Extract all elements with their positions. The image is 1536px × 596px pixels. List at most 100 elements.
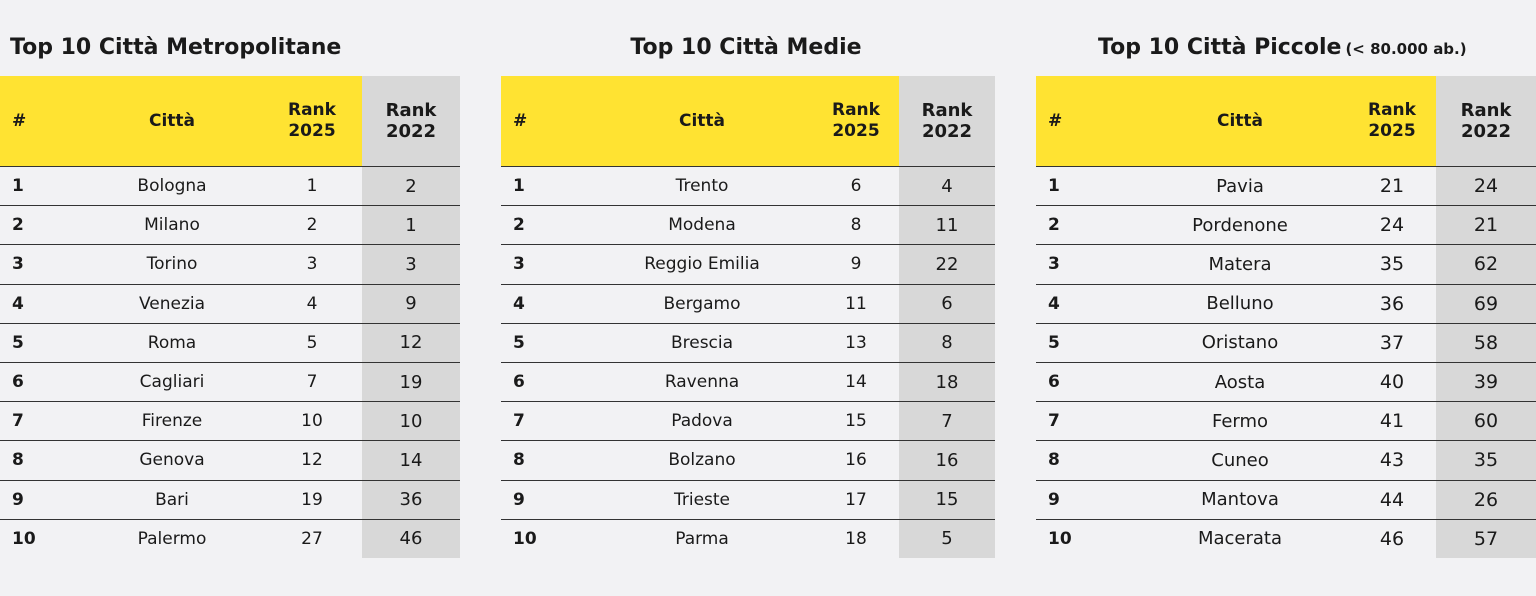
row-rank-2022: 21: [1436, 205, 1536, 246]
table-row: 2 Modena 8 11: [501, 205, 995, 246]
row-position: 6: [1036, 362, 1132, 403]
row-rank-2022: 14: [362, 440, 460, 481]
header-hash: #: [0, 76, 82, 167]
row-city: Modena: [591, 205, 813, 246]
row-rank-2022: 26: [1436, 480, 1536, 520]
row-position: 4: [0, 284, 82, 324]
row-rank-2022: 5: [899, 519, 995, 558]
header-hash: #: [1036, 76, 1132, 167]
table-title-text: Top 10 Città Metropolitane: [10, 35, 342, 60]
row-rank-2022: 19: [362, 362, 460, 403]
row-rank-2022: 62: [1436, 244, 1536, 285]
header-rank-2022-text: 2022: [1460, 121, 1512, 142]
header-rank-2022: Rank 2022: [362, 76, 460, 167]
table-row: 2 Milano 2 1: [0, 205, 460, 246]
row-rank-2022: 3: [362, 244, 460, 285]
table-title-text: Top 10 Città Piccole: [1098, 35, 1342, 60]
row-rank-2025: 3: [262, 244, 362, 285]
table-row: 1 Pavia 21 24: [1036, 166, 1536, 207]
row-city: Mantova: [1132, 480, 1348, 520]
row-city: Roma: [82, 323, 262, 363]
ranking-table: # Città Rank 2025 Rank 2022 1 Bologna 1 2 2 Milano…: [0, 76, 460, 558]
row-city: Reggio Emilia: [591, 244, 813, 285]
row-rank-2025: 9: [813, 244, 899, 285]
table-row: 7 Padova 15 7: [501, 401, 995, 442]
table-row: 3 Matera 35 62: [1036, 244, 1536, 285]
row-rank-2025: 6: [813, 166, 899, 207]
table-title: Top 10 Città Medie: [501, 34, 995, 63]
row-rank-2025: 8: [813, 205, 899, 246]
ranking-table: # Città Rank 2025 Rank 2022 1 Pavia 21 24 2 Porden…: [1036, 76, 1536, 558]
row-rank-2022: 10: [362, 401, 460, 442]
row-position: 2: [1036, 205, 1132, 246]
row-rank-2025: 41: [1348, 401, 1436, 442]
header-row: # Città Rank 2025 Rank 2022: [1036, 76, 1536, 167]
row-position: 6: [0, 362, 82, 403]
header-row: # Città Rank 2025 Rank 2022: [0, 76, 460, 167]
row-rank-2022: 6: [899, 284, 995, 324]
row-city: Bolzano: [591, 440, 813, 481]
row-rank-2022: 58: [1436, 323, 1536, 363]
header-rank-2025-text: 2025: [1368, 121, 1416, 141]
table-row: 5 Roma 5 12: [0, 323, 460, 363]
row-city: Genova: [82, 440, 262, 481]
row-city: Aosta: [1132, 362, 1348, 403]
row-position: 1: [1036, 166, 1132, 207]
row-position: 9: [0, 480, 82, 520]
row-position: 9: [501, 480, 591, 520]
header-rank-2025: Rank 2025: [813, 76, 899, 167]
table-row: 1 Bologna 1 2: [0, 166, 460, 207]
row-rank-2022: 36: [362, 480, 460, 520]
header-rank-2022: Rank 2022: [899, 76, 995, 167]
header-rank-2025-text: 2025: [288, 121, 336, 141]
row-city: Trento: [591, 166, 813, 207]
header-city: Città: [82, 76, 262, 167]
table-row: 8 Bolzano 16 16: [501, 440, 995, 481]
row-rank-2025: 7: [262, 362, 362, 403]
header-row: # Città Rank 2025 Rank 2022: [501, 76, 995, 167]
header-hash-text: #: [1048, 110, 1063, 131]
row-city: Bari: [82, 480, 262, 520]
row-rank-2022: 1: [362, 205, 460, 246]
row-position: 2: [501, 205, 591, 246]
table-row: 3 Reggio Emilia 9 22: [501, 244, 995, 285]
row-position: 4: [1036, 284, 1132, 324]
header-hash-text: #: [513, 110, 528, 131]
row-city: Fermo: [1132, 401, 1348, 442]
row-rank-2025: 2: [262, 205, 362, 246]
row-rank-2025: 36: [1348, 284, 1436, 324]
row-rank-2025: 35: [1348, 244, 1436, 285]
header-rank-2022: Rank 2022: [1436, 76, 1536, 167]
table-row: 4 Belluno 36 69: [1036, 284, 1536, 324]
table-row: 3 Torino 3 3: [0, 244, 460, 285]
row-rank-2022: 60: [1436, 401, 1536, 442]
row-rank-2022: 12: [362, 323, 460, 363]
header-rank-2025: Rank 2025: [262, 76, 362, 167]
table-subtitle: (< 80.000 ab.): [1345, 40, 1467, 58]
table-title: Top 10 Città Metropolitane: [0, 34, 460, 63]
row-city: Ravenna: [591, 362, 813, 403]
header-city: Città: [591, 76, 813, 167]
row-rank-2022: 16: [899, 440, 995, 481]
header-rank-2022-text: Rank: [385, 100, 437, 121]
table-row: 2 Pordenone 24 21: [1036, 205, 1536, 246]
table-title-text: Top 10 Città Medie: [630, 35, 862, 60]
row-position: 1: [501, 166, 591, 207]
row-rank-2022: 22: [899, 244, 995, 285]
row-rank-2025: 4: [262, 284, 362, 324]
row-position: 1: [0, 166, 82, 207]
row-city: Padova: [591, 401, 813, 442]
row-position: 5: [0, 323, 82, 363]
table-row: 9 Trieste 17 15: [501, 480, 995, 520]
row-rank-2025: 11: [813, 284, 899, 324]
row-position: 10: [1048, 528, 1072, 549]
header-hash: #: [501, 76, 591, 167]
row-rank-2025: 19: [262, 480, 362, 520]
table-title: Top 10 Città Piccole (< 80.000 ab.): [1036, 34, 1536, 63]
row-rank-2025: 43: [1348, 440, 1436, 481]
row-city: Milano: [82, 205, 262, 246]
row-city: Oristano: [1132, 323, 1348, 363]
table-row: 8 Cuneo 43 35: [1036, 440, 1536, 481]
row-rank-2022: 4: [899, 166, 995, 207]
table-body: 1 Pavia 21 24 2 Pordenone 24 21 3 Matera 35 62 4 Bell…: [1036, 166, 1536, 558]
